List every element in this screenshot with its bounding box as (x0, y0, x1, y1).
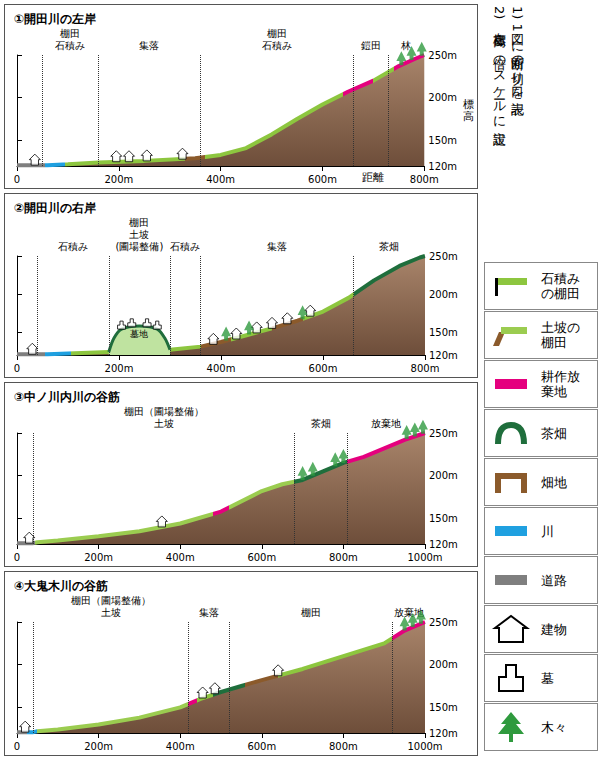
svg-text:200m: 200m (84, 552, 113, 563)
svg-text:棚田（圃場整備）: 棚田（圃場整備） (71, 595, 151, 606)
svg-text:放棄地: 放棄地 (393, 606, 424, 618)
html-text:1) 図1に断面の切り口を表記: 1) 図1に断面の切り口を表記 (510, 6, 525, 92)
svg-text:高: 高 (463, 110, 474, 123)
svg-text:0: 0 (14, 552, 20, 563)
svg-text:石積み: 石積み (55, 40, 85, 51)
html-text:建物: 建物 (541, 621, 567, 637)
svg-text:土坡: 土坡 (101, 607, 121, 618)
svg-text:土坡: 土坡 (154, 418, 174, 429)
html-text:道路: 道路 (541, 572, 567, 588)
svg-text:棚田: 棚田 (267, 28, 287, 39)
html-text:石積みの棚田: 石積みの棚田 (541, 271, 580, 301)
svg-text:集落: 集落 (267, 241, 287, 252)
svg-text:200m: 200m (429, 470, 458, 481)
svg-text:①開田川の左岸: ①開田川の左岸 (14, 12, 96, 26)
svg-text:④大鬼木川の谷筋: ④大鬼木川の谷筋 (14, 579, 108, 593)
svg-text:400m: 400m (166, 741, 195, 752)
svg-text:800m: 800m (410, 174, 439, 185)
svg-text:0: 0 (14, 741, 20, 752)
svg-text:石積み: 石積み (262, 40, 292, 51)
svg-text:1000m: 1000m (407, 741, 442, 752)
svg-text:②開田川の右岸: ②開田川の右岸 (14, 201, 96, 215)
svg-text:放棄地: 放棄地 (371, 418, 401, 429)
svg-text:石積み: 石積み (170, 241, 200, 252)
svg-text:石積み: 石積み (58, 241, 88, 252)
svg-text:鎧田: 鎧田 (361, 40, 381, 51)
svg-text:120m: 120m (429, 350, 458, 361)
svg-text:250m: 250m (429, 251, 458, 262)
svg-text:120m: 120m (428, 161, 457, 172)
svg-text:250m: 250m (429, 428, 458, 439)
html-text:2) 標高を2倍のスケールに設定: 2) 標高を2倍のスケールに設定 (492, 6, 507, 122)
svg-text:600m: 600m (247, 741, 276, 752)
svg-text:250m: 250m (429, 617, 458, 628)
html-text:墓: 墓 (541, 670, 554, 686)
svg-text:200m: 200m (84, 741, 113, 752)
svg-text:200m: 200m (105, 363, 134, 374)
svg-text:集落: 集落 (139, 40, 159, 51)
svg-text:800m: 800m (329, 552, 358, 563)
svg-text:600m: 600m (247, 552, 276, 563)
svg-text:棚田: 棚田 (301, 607, 321, 618)
svg-text:棚田: 棚田 (60, 28, 80, 39)
svg-text:墓地: 墓地 (130, 329, 148, 339)
html-text:耕作放棄地: 耕作放棄地 (541, 369, 580, 399)
svg-text:1000m: 1000m (407, 552, 442, 563)
svg-text:茶畑: 茶畑 (379, 241, 399, 252)
svg-text:林: 林 (400, 40, 411, 51)
svg-text:120m: 120m (429, 539, 458, 550)
svg-text:250m: 250m (428, 50, 457, 61)
svg-text:400m: 400m (206, 174, 235, 185)
svg-text:茶畑: 茶畑 (311, 418, 331, 429)
html-text:茶畑: 茶畑 (541, 425, 567, 441)
svg-text:400m: 400m (207, 363, 236, 374)
svg-text:距離: 距離 (362, 171, 384, 184)
svg-text:600m: 600m (309, 363, 338, 374)
svg-text:150m: 150m (428, 135, 457, 146)
svg-text:(圃場整備): (圃場整備) (115, 241, 163, 252)
svg-text:200m: 200m (428, 92, 457, 103)
svg-text:600m: 600m (308, 174, 337, 185)
svg-text:150m: 150m (429, 702, 458, 713)
html-text:木々: 木々 (541, 719, 567, 735)
svg-text:③中ノ川内川の谷筋: ③中ノ川内川の谷筋 (14, 390, 120, 404)
svg-text:150m: 150m (429, 513, 458, 524)
html-text:川: 川 (541, 523, 554, 539)
svg-text:0: 0 (14, 363, 20, 374)
svg-text:120m: 120m (429, 728, 458, 739)
html-text:畑地: 畑地 (541, 474, 567, 490)
svg-text:200m: 200m (429, 289, 458, 300)
svg-text:0: 0 (14, 174, 20, 185)
svg-text:800m: 800m (411, 363, 440, 374)
svg-text:棚田（圃場整備）: 棚田（圃場整備） (124, 406, 204, 417)
html-text:土坡の棚田: 土坡の棚田 (541, 320, 580, 350)
svg-text:800m: 800m (329, 741, 358, 752)
svg-text:棚田: 棚田 (129, 217, 149, 228)
svg-text:200m: 200m (104, 174, 133, 185)
svg-text:土坡: 土坡 (129, 229, 149, 240)
svg-text:標: 標 (463, 98, 474, 111)
svg-text:150m: 150m (429, 327, 458, 338)
svg-text:400m: 400m (166, 552, 195, 563)
svg-text:200m: 200m (429, 659, 458, 670)
svg-text:集落: 集落 (199, 607, 219, 618)
